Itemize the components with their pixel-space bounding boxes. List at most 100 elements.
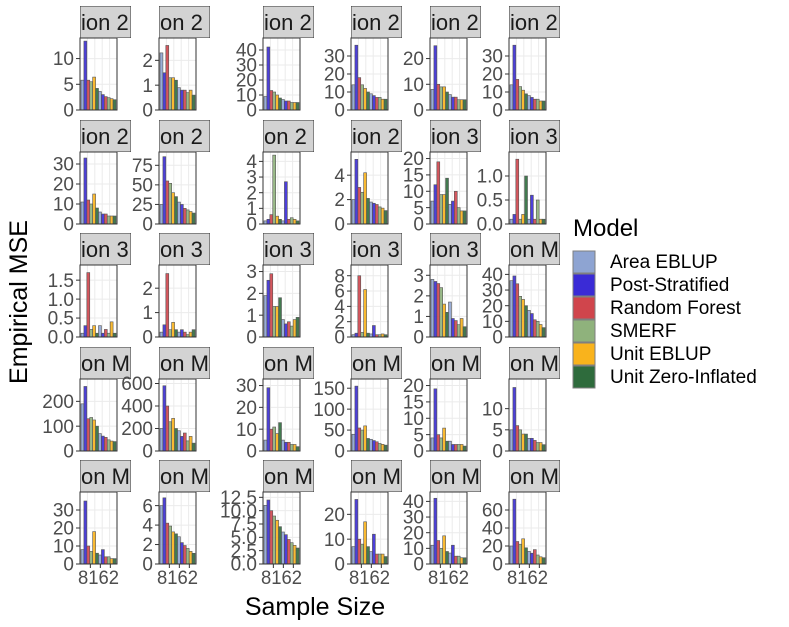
bar bbox=[80, 549, 85, 565]
bar bbox=[360, 332, 364, 338]
y-tick-label: 0 bbox=[413, 215, 424, 236]
bar bbox=[112, 215, 117, 225]
bar bbox=[541, 557, 546, 565]
bar bbox=[272, 515, 276, 565]
y-tick-label: 0.5 bbox=[477, 191, 503, 212]
bar bbox=[278, 422, 282, 452]
y-tick-label: 20 bbox=[482, 296, 503, 317]
bar bbox=[527, 437, 531, 452]
bar bbox=[104, 437, 108, 452]
y-tick-label: 0 bbox=[334, 101, 345, 122]
plot-frame bbox=[429, 37, 468, 111]
y-tick-label: 0 bbox=[413, 555, 424, 576]
facet-strip bbox=[509, 120, 560, 152]
bar bbox=[191, 442, 196, 452]
y-tick-label: 20 bbox=[53, 519, 74, 540]
bar bbox=[372, 325, 376, 338]
facet-strip-label: on M bbox=[160, 351, 209, 376]
bar bbox=[275, 215, 279, 225]
bar bbox=[535, 442, 540, 452]
plot-frame bbox=[79, 491, 118, 565]
bar bbox=[448, 440, 452, 452]
bar bbox=[369, 438, 373, 452]
bar bbox=[171, 77, 175, 111]
bar bbox=[369, 93, 373, 111]
bar bbox=[454, 320, 458, 338]
bar bbox=[442, 535, 446, 565]
bar bbox=[180, 436, 184, 452]
y-tick-label: 30 bbox=[236, 56, 257, 77]
y-tick-label: 0 bbox=[246, 328, 257, 349]
bar bbox=[284, 100, 288, 111]
bar bbox=[112, 441, 117, 452]
y-tick-label: 0 bbox=[492, 555, 503, 576]
facet-strip-label: ion 2 bbox=[352, 10, 400, 35]
bar bbox=[357, 187, 362, 225]
x-tick-labels: 8162 bbox=[78, 568, 119, 589]
bar bbox=[98, 91, 102, 111]
bar bbox=[454, 555, 458, 565]
facet-strip-label: on M bbox=[510, 464, 559, 489]
bar bbox=[462, 210, 467, 225]
bar bbox=[527, 95, 531, 111]
bar bbox=[101, 549, 105, 565]
bar bbox=[366, 198, 370, 225]
legend-key bbox=[572, 319, 596, 343]
bar bbox=[92, 531, 96, 565]
bar bbox=[442, 303, 446, 338]
facet-panel: ion 2 0 2 4 bbox=[334, 120, 402, 236]
bar bbox=[177, 536, 181, 565]
y-tick-label: 8 bbox=[334, 266, 345, 287]
bar bbox=[104, 96, 108, 111]
y-tick-label: 0 bbox=[334, 215, 345, 236]
bar bbox=[448, 552, 452, 565]
bar bbox=[512, 44, 517, 111]
plot-frame bbox=[508, 37, 547, 111]
y-tick-label: 3 bbox=[413, 266, 424, 287]
bar bbox=[509, 545, 514, 565]
bar bbox=[95, 332, 99, 338]
bar bbox=[292, 545, 297, 565]
bar bbox=[289, 217, 294, 225]
bar bbox=[112, 332, 117, 338]
bar bbox=[533, 319, 537, 338]
bar bbox=[266, 279, 271, 338]
y-tick-label: 20 bbox=[403, 49, 424, 70]
legend-item: Unit EBLUP bbox=[572, 342, 711, 366]
bar bbox=[451, 318, 455, 338]
bar bbox=[275, 433, 279, 452]
y-tick-label: 10 bbox=[403, 75, 424, 96]
bar bbox=[275, 306, 279, 338]
y-tick-label: 2 bbox=[334, 190, 345, 211]
plot-frame bbox=[508, 151, 547, 225]
bar bbox=[180, 204, 184, 225]
y-tick-label: 100 bbox=[42, 417, 74, 438]
bar bbox=[363, 88, 367, 111]
bar bbox=[165, 45, 170, 111]
legend-label: SMERF bbox=[610, 321, 677, 342]
x-tick-labels: 8162 bbox=[507, 568, 548, 589]
bar bbox=[451, 200, 455, 225]
plot-frame bbox=[262, 378, 301, 452]
bar bbox=[80, 332, 85, 338]
y-tick-label: 30 bbox=[236, 376, 257, 397]
y-tick-label: 100 bbox=[313, 400, 345, 421]
bar bbox=[357, 427, 362, 452]
facet-panel: ion 2 0 10 20 bbox=[403, 6, 481, 122]
bar bbox=[538, 218, 543, 225]
bar bbox=[459, 99, 464, 111]
y-tick-label: 10 bbox=[324, 83, 345, 104]
bar bbox=[188, 551, 193, 565]
bar bbox=[162, 324, 167, 338]
y-tick-label: 200 bbox=[42, 392, 74, 413]
facet-strip bbox=[80, 460, 131, 492]
bar bbox=[433, 388, 438, 452]
bar bbox=[92, 325, 96, 338]
plot-frame bbox=[429, 491, 468, 565]
y-tick-label: 2 bbox=[142, 51, 153, 72]
